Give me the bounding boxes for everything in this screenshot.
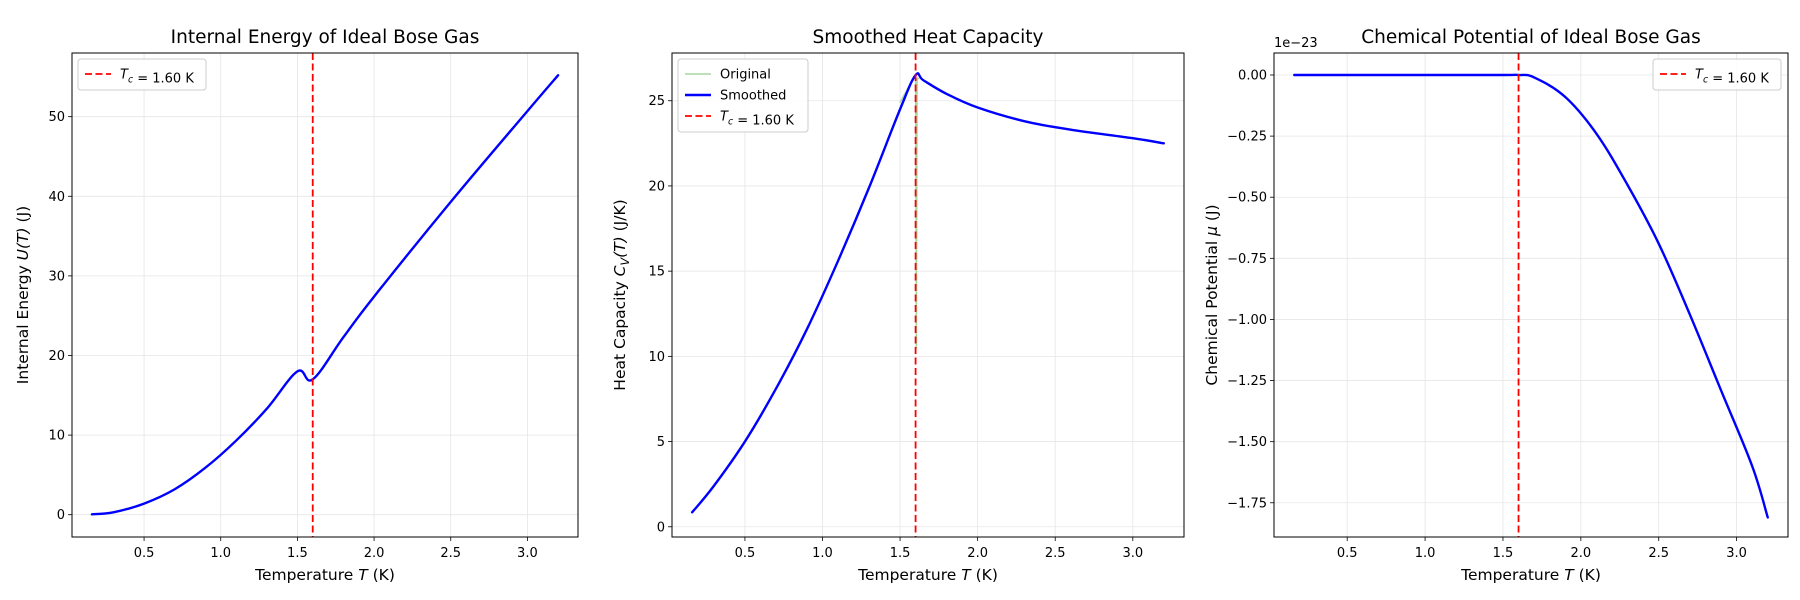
x-tick-label: 2.5 <box>1648 546 1669 561</box>
chart-title: Internal Energy of Ideal Bose Gas <box>171 27 480 48</box>
x-axis-label: Temperature T (K) <box>857 566 998 584</box>
axes-frame <box>671 52 1185 538</box>
legend-label: Tc = 1.60 K <box>1695 68 1769 87</box>
series-line-smoothed <box>690 72 1166 514</box>
x-tick-label: 3.0 <box>1122 546 1143 561</box>
y-tick-label: 10 <box>648 350 665 365</box>
legend-label: Original <box>720 68 771 83</box>
x-tick-label: 2.5 <box>440 546 461 561</box>
y-tick-label: −1.00 <box>1227 313 1267 328</box>
x-tick-label: 2.0 <box>364 546 385 561</box>
x-axis-label: Temperature T (K) <box>254 566 395 584</box>
y-axis-label: Internal Energy U(T) (J) <box>14 206 32 384</box>
x-tick-label: 1.0 <box>1415 546 1436 561</box>
x-tick-label: 0.5 <box>735 546 756 561</box>
y-tick-label: 0 <box>57 508 65 523</box>
legend-label: Smoothed <box>720 89 786 104</box>
series-line <box>90 74 560 516</box>
x-tick-label: 1.0 <box>812 546 833 561</box>
axes-frame <box>71 52 579 538</box>
y-axis-label: Chemical Potential μ (J) <box>1203 204 1221 385</box>
y-tick-label: 30 <box>48 269 65 284</box>
legend-box <box>1652 58 1782 91</box>
legend-label: Tc = 1.60 K <box>720 110 794 129</box>
y-tick-label: 40 <box>48 190 65 205</box>
legend: Tc = 1.60 K <box>77 58 207 91</box>
legend-box <box>77 58 207 91</box>
x-tick-label: 0.5 <box>134 546 155 561</box>
y-tick-label: 10 <box>48 429 65 444</box>
x-tick-label: 1.5 <box>287 546 308 561</box>
x-tick-label: 0.5 <box>1337 546 1358 561</box>
y-tick-label: 20 <box>648 179 665 194</box>
chart-panel-2: 0.5 1.0 1.5 2.0 2.5 3.0 0 5 10 15 20 25 Smoothed Hea… <box>611 27 1185 584</box>
y-tick-label: −0.75 <box>1227 252 1267 267</box>
y-tick-label: −1.50 <box>1227 435 1267 450</box>
y-tick-label: 0 <box>657 520 665 535</box>
legend: Original Smoothed Tc = 1.60 K <box>677 58 809 133</box>
chart-panel-3: 0.5 1.0 1.5 2.0 2.5 3.0 0.00 −0.25 −0.50 −0.75 −1.… <box>1203 27 1789 584</box>
chart-title: Chemical Potential of Ideal Bose Gas <box>1361 27 1701 48</box>
chart-panel-1: 0.5 1.0 1.5 2.0 2.5 3.0 0 10 20 30 40 50 Internal En… <box>14 27 579 584</box>
x-tick-label: 3.0 <box>517 546 538 561</box>
y-tick-label: −0.25 <box>1227 130 1267 145</box>
y-tick-label: −0.50 <box>1227 191 1267 206</box>
y-tick-label: 0.00 <box>1238 69 1267 84</box>
y-tick-label: 15 <box>648 265 665 280</box>
series-line <box>1293 73 1769 519</box>
y-tick-label: 25 <box>648 94 665 109</box>
legend: Tc = 1.60 K <box>1652 58 1782 91</box>
x-tick-label: 1.5 <box>1493 546 1514 561</box>
x-tick-label: 2.5 <box>1045 546 1066 561</box>
y-axis-label: Heat Capacity CV(T) (J/K) <box>611 199 632 390</box>
legend-box <box>677 58 809 133</box>
x-axis-label: Temperature T (K) <box>1460 566 1601 584</box>
x-tick-label: 3.0 <box>1726 546 1747 561</box>
legend-label: Tc = 1.60 K <box>120 68 194 87</box>
x-tick-label: 2.0 <box>967 546 988 561</box>
y-tick-label: −1.25 <box>1227 374 1267 389</box>
x-tick-label: 2.0 <box>1570 546 1591 561</box>
y-tick-label: 5 <box>657 435 665 450</box>
y-tick-label: 20 <box>48 349 65 364</box>
axis-offset-text: 1e−23 <box>1274 36 1318 51</box>
axes-frame <box>1273 52 1789 538</box>
x-tick-label: 1.5 <box>890 546 911 561</box>
y-tick-label: 50 <box>48 110 65 125</box>
x-tick-label: 1.0 <box>210 546 231 561</box>
chart-title: Smoothed Heat Capacity <box>813 27 1044 48</box>
y-tick-label: −1.75 <box>1227 496 1267 511</box>
